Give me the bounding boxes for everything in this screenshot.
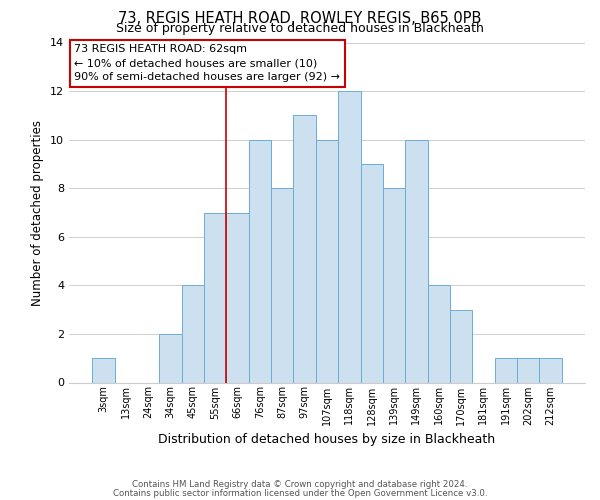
Text: 73 REGIS HEATH ROAD: 62sqm
← 10% of detached houses are smaller (10)
90% of semi: 73 REGIS HEATH ROAD: 62sqm ← 10% of deta… [74, 44, 340, 82]
Bar [316, 140, 338, 382]
Bar [204, 212, 226, 382]
Text: 73, REGIS HEATH ROAD, ROWLEY REGIS, B65 0PB: 73, REGIS HEATH ROAD, ROWLEY REGIS, B65 … [118, 11, 482, 26]
Bar [361, 164, 383, 382]
Bar [450, 310, 472, 382]
Text: Contains public sector information licensed under the Open Government Licence v3: Contains public sector information licen… [113, 488, 487, 498]
Bar [338, 91, 361, 382]
Bar [182, 286, 204, 382]
Y-axis label: Number of detached properties: Number of detached properties [31, 120, 44, 306]
Bar [293, 116, 316, 382]
Bar [271, 188, 293, 382]
Text: Size of property relative to detached houses in Blackheath: Size of property relative to detached ho… [116, 22, 484, 35]
Bar [405, 140, 428, 382]
Bar [92, 358, 115, 382]
Bar [494, 358, 517, 382]
Bar [517, 358, 539, 382]
Bar [383, 188, 405, 382]
Bar [428, 286, 450, 382]
Bar [226, 212, 249, 382]
Bar [539, 358, 562, 382]
Text: Contains HM Land Registry data © Crown copyright and database right 2024.: Contains HM Land Registry data © Crown c… [132, 480, 468, 489]
Bar [249, 140, 271, 382]
X-axis label: Distribution of detached houses by size in Blackheath: Distribution of detached houses by size … [158, 433, 496, 446]
Bar [160, 334, 182, 382]
